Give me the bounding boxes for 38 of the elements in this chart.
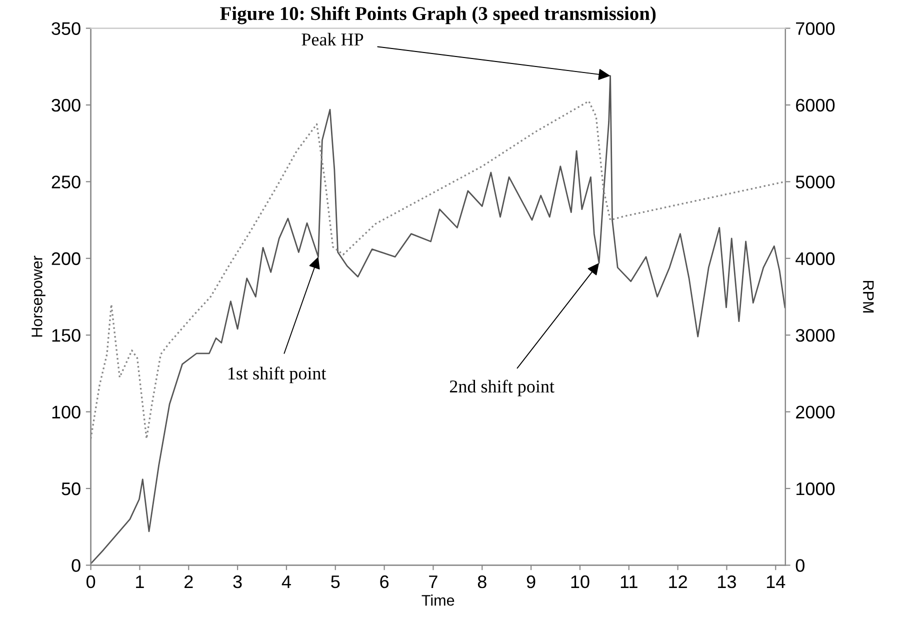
- x-tick-label: 3: [233, 575, 242, 588]
- x-tick-label: 12: [669, 575, 687, 588]
- y2-tick-label: 0: [796, 559, 804, 572]
- x-tick-label: 0: [86, 575, 96, 588]
- chart-title: Figure 10: Shift Points Graph (3 speed transmission): [220, 6, 656, 24]
- y-tick-label: 250: [52, 176, 80, 188]
- y-tick-label: 350: [52, 22, 80, 35]
- annotation: 1st shift point: [228, 366, 326, 384]
- x-tick-label: 14: [766, 576, 786, 588]
- y2-tick-label: 4000: [796, 252, 835, 266]
- x-tick-label: 4: [282, 576, 291, 588]
- y-tick-label: 200: [52, 252, 80, 266]
- x-tick-label: 1: [136, 576, 144, 588]
- x-tick-label: 6: [380, 575, 389, 588]
- x-axis-title: Time: [422, 594, 454, 606]
- y2-tick-label: 7000: [796, 22, 835, 35]
- y2-axis-title: RPM: [863, 281, 874, 312]
- y-axis-title: Horsepower: [32, 256, 46, 337]
- x-tick-label: 10: [571, 575, 590, 588]
- x-tick-label: 8: [478, 575, 486, 588]
- annotation: Peak HP: [302, 32, 364, 46]
- y-tick-label: 100: [52, 406, 80, 419]
- y2-tick-label: 5000: [796, 176, 835, 188]
- y-tick-label: 50: [62, 482, 80, 496]
- x-tick-label: 2: [184, 575, 193, 588]
- y2-tick-label: 6000: [796, 98, 835, 112]
- x-tick-label: 9: [526, 575, 536, 588]
- x-tick-label: 13: [718, 575, 736, 588]
- y-tick-label: 300: [52, 98, 80, 112]
- y-tick-label: 150: [52, 329, 80, 342]
- x-tick-label: 11: [620, 576, 638, 588]
- y2-tick-label: 3000: [796, 329, 835, 342]
- x-tick-label: 5: [331, 576, 340, 588]
- y2-tick-label: 2000: [796, 406, 835, 419]
- y2-tick-label: 1000: [796, 482, 835, 496]
- annotation: 2nd shift point: [450, 380, 554, 396]
- y-tick-label: 0: [72, 559, 80, 572]
- x-tick-label: 7: [429, 576, 438, 588]
